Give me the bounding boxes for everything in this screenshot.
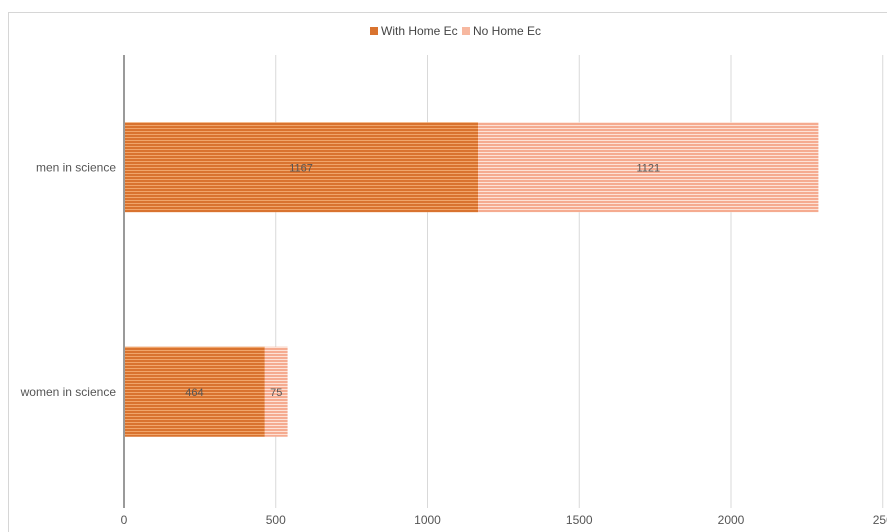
bars	[124, 122, 819, 437]
data-label-women-in-science-with-home-ec: 464	[185, 387, 203, 399]
chart-frame	[8, 12, 887, 532]
bar-men-in-science-no-home-ec	[478, 122, 819, 213]
x-tick-label: 1000	[414, 513, 441, 527]
chart-legend: With Home Ec No Home Ec	[370, 24, 541, 38]
legend-label-with-home-ec: With Home Ec	[381, 24, 458, 38]
legend-swatch-no-home-ec	[462, 27, 470, 35]
category-label-men-in-science: men in science	[36, 160, 116, 174]
bar-men-in-science-with-home-ec	[124, 122, 479, 213]
data-label-men-in-science-no-home-ec: 1121	[636, 162, 660, 174]
x-tick-label: 2000	[718, 513, 745, 527]
legend-label-no-home-ec: No Home Ec	[473, 24, 541, 38]
x-tick-label: 250	[873, 513, 887, 527]
x-tick-label: 0	[121, 513, 128, 527]
legend-swatch-with-home-ec	[370, 27, 378, 35]
bar-women-in-science-no-home-ec	[264, 346, 288, 437]
category-label-women-in-science: women in science	[20, 385, 117, 399]
category-labels: men in science women in science	[20, 160, 117, 399]
data-labels: 1167 1121 464 75	[185, 162, 660, 399]
x-tick-label: 500	[266, 513, 286, 527]
data-label-women-in-science-no-home-ec: 75	[270, 387, 282, 399]
data-label-men-in-science-with-home-ec: 1167	[289, 162, 313, 174]
x-tick-labels: 0 500 1000 1500 2000 250	[121, 513, 887, 527]
x-tick-label: 1500	[566, 513, 593, 527]
bar-women-in-science-with-home-ec	[124, 346, 265, 437]
